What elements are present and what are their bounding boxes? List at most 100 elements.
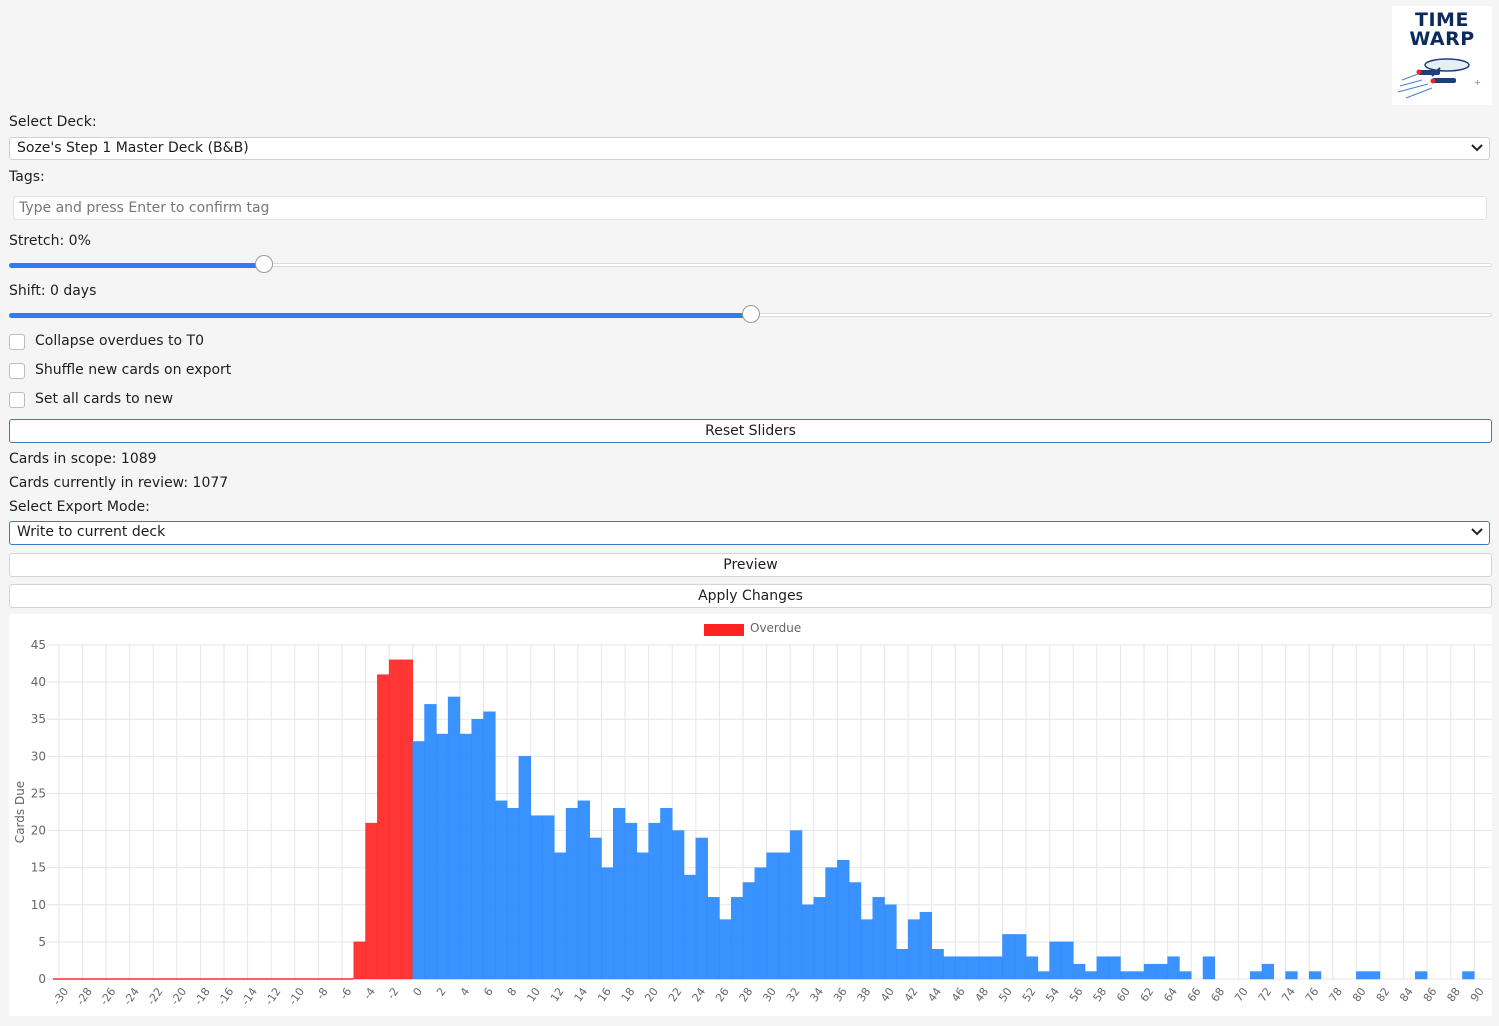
legend-swatch-overdue[interactable] [704,624,744,636]
x-tick-label: 4 [458,985,473,998]
x-tick-label: 72 [1256,985,1275,1004]
due-bar [955,956,968,980]
x-tick-label: 6 [481,985,496,998]
x-tick-label: 70 [1232,985,1251,1004]
due-bar [707,897,720,980]
set-all-new-box[interactable] [9,392,25,408]
due-bar [907,919,921,980]
time-warp-logo: TIME WARP + [1392,6,1492,105]
apply-changes-button[interactable]: Apply Changes [9,584,1492,608]
due-bar [613,808,626,980]
due-bar [542,815,555,980]
x-tick-label: 56 [1067,985,1086,1004]
stretch-slider[interactable] [9,255,1492,275]
due-bar [589,837,602,980]
due-bar [1014,934,1027,980]
x-tick-label: -4 [361,985,378,1001]
x-tick-label: -30 [50,985,71,1007]
due-bar [636,852,649,980]
y-tick-label: 15 [31,861,46,875]
tags-label: Tags: [9,169,45,185]
due-bar [919,911,932,980]
svg-text:+: + [1474,78,1481,87]
due-bar [1037,971,1050,980]
due-bar [530,815,543,980]
x-tick-label: 64 [1161,985,1180,1004]
shuffle-new-box[interactable] [9,363,25,379]
x-tick-label: 66 [1185,985,1204,1004]
x-tick-label: -16 [215,985,236,1007]
y-axis-label: Cards Due [13,781,27,843]
shuffle-new-label: Shuffle new cards on export [35,362,232,378]
due-bar [577,800,590,980]
x-tick-label: 30 [760,985,779,1004]
due-bar [825,867,838,980]
due-bar [471,718,484,980]
deck-label: Select Deck: [9,114,97,130]
x-tick-label: 46 [949,985,968,1004]
x-tick-label: -12 [263,985,284,1007]
x-tick-label: -18 [192,985,213,1007]
due-bar [801,904,815,980]
x-tick-label: 60 [1114,985,1133,1004]
stretch-slider-handle[interactable] [255,255,274,273]
due-bar [483,711,496,980]
x-tick-label: -28 [74,985,95,1007]
logo-line-2: WARP [1409,28,1475,50]
export-mode-label: Select Export Mode: [9,499,150,515]
due-bar [896,949,909,980]
x-tick-label: 48 [973,985,992,1004]
due-bar [436,733,449,980]
due-bar [495,800,508,980]
due-bar [565,808,579,980]
legend-label-overdue[interactable]: Overdue [750,621,802,635]
reset-sliders-button[interactable]: Reset Sliders [9,419,1492,443]
due-bar [1084,971,1098,980]
due-bar [1002,934,1015,980]
tags-input-placeholder: Type and press Enter to confirm tag [19,200,270,216]
due-bar [719,919,732,980]
due-bar [424,704,437,980]
tags-input[interactable]: Type and press Enter to confirm tag [13,196,1487,220]
due-bar [1367,971,1381,980]
cards-in-scope: Cards in scope: 1089 [9,451,157,467]
due-bar [683,874,697,980]
x-tick-label: 40 [878,985,897,1004]
x-tick-label: 8 [505,985,520,998]
due-bar [1108,956,1121,980]
due-bar [1155,963,1168,980]
x-tick-label: 82 [1374,985,1393,1004]
preview-button[interactable]: Preview [9,553,1492,577]
due-bar [1061,941,1074,980]
due-bar [459,733,472,980]
logo-line-1: TIME [1415,9,1469,31]
export-mode-select[interactable]: Write to current deck [9,521,1490,545]
due-bar [554,852,567,980]
x-tick-label: -20 [168,985,189,1007]
stretch-slider-fill [9,263,265,268]
x-tick-label: 58 [1091,985,1110,1004]
y-tick-label: 10 [31,898,46,912]
due-bar [1073,963,1086,980]
y-tick-label: 5 [38,935,46,949]
shift-slider[interactable] [9,305,1492,325]
due-bar [518,756,531,980]
shift-slider-handle[interactable] [741,305,760,323]
x-tick-label: 28 [737,985,756,1004]
due-bar [506,808,520,980]
x-tick-label: 62 [1138,985,1157,1004]
due-bar [1356,971,1369,980]
deck-select[interactable]: Soze's Step 1 Master Deck (B&B) [9,137,1490,160]
x-tick-label: 14 [572,985,591,1004]
x-tick-label: 26 [713,985,732,1004]
due-bar [1049,941,1062,980]
x-tick-label: -6 [337,985,354,1001]
due-bar [978,956,991,980]
y-tick-label: 0 [38,972,46,986]
cards-in-review: Cards currently in review: 1077 [9,475,229,491]
shift-slider-fill [9,313,751,318]
y-tick-label: 25 [31,786,46,800]
collapse-overdues-box[interactable] [9,334,25,350]
due-bar [1261,963,1275,980]
due-bar [990,956,1003,980]
